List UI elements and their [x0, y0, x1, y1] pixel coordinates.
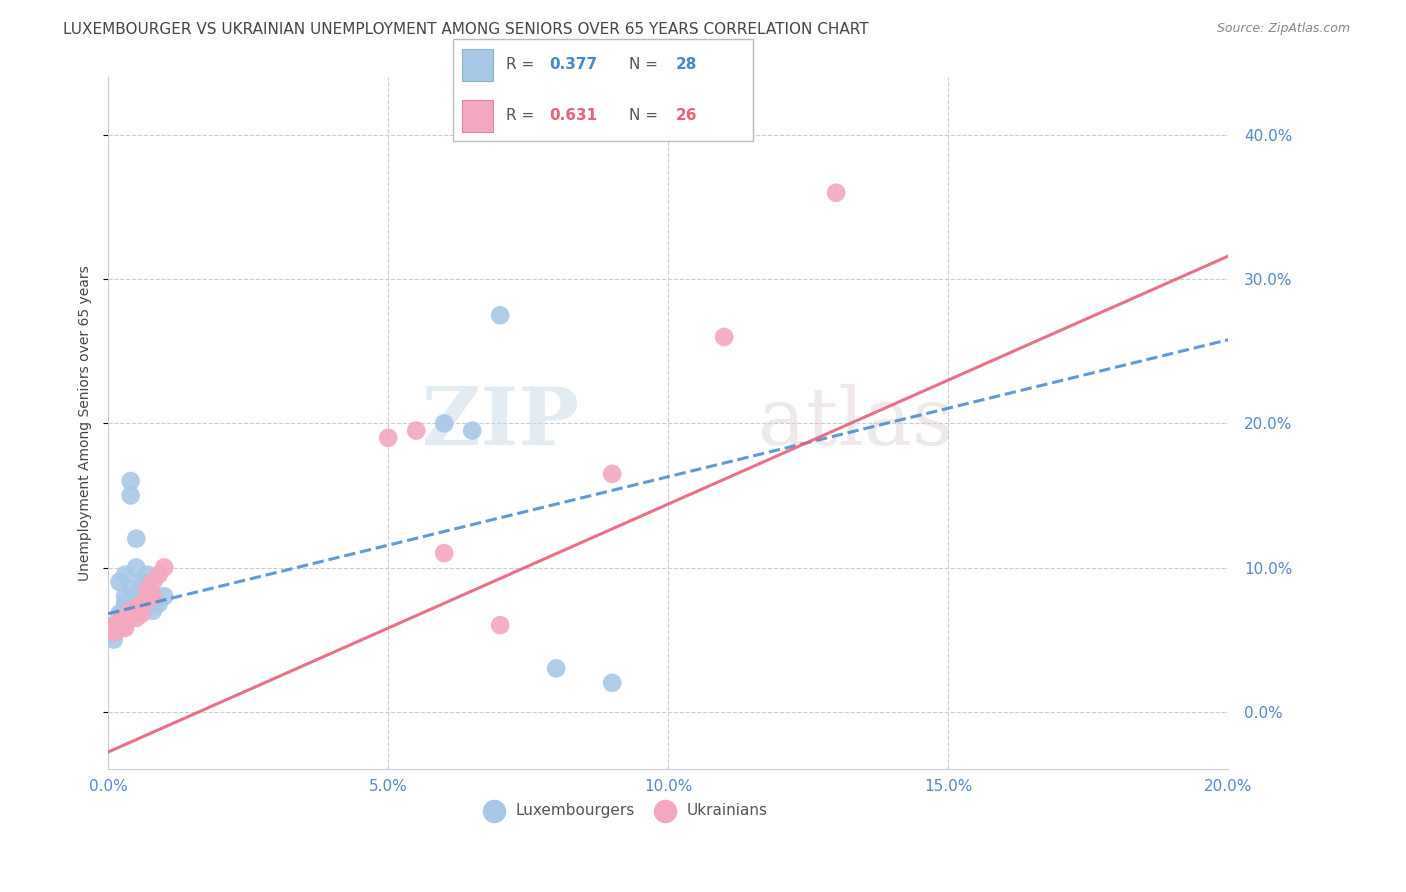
Point	[120, 582, 142, 596]
Point	[825, 186, 848, 200]
Point	[713, 330, 735, 344]
Text: N =: N =	[630, 57, 664, 72]
Text: R =: R =	[506, 109, 538, 123]
Point	[114, 621, 136, 635]
Point	[148, 597, 170, 611]
FancyBboxPatch shape	[463, 100, 494, 132]
Point	[114, 611, 136, 625]
Point	[131, 607, 153, 621]
Point	[600, 467, 623, 481]
Point	[136, 590, 159, 604]
Text: R =: R =	[506, 57, 538, 72]
Text: 0.631: 0.631	[548, 109, 598, 123]
Point	[120, 607, 142, 621]
Point	[153, 560, 176, 574]
Point	[108, 615, 131, 630]
Point	[125, 560, 148, 574]
Text: N =: N =	[630, 109, 664, 123]
Point	[114, 597, 136, 611]
Y-axis label: Unemployment Among Seniors over 65 years: Unemployment Among Seniors over 65 years	[79, 266, 93, 582]
FancyBboxPatch shape	[453, 39, 754, 141]
Point	[433, 546, 456, 560]
Point	[142, 597, 165, 611]
Point	[131, 582, 153, 596]
Point	[461, 424, 484, 438]
Point	[108, 607, 131, 621]
Point	[108, 574, 131, 589]
Text: 28: 28	[676, 57, 697, 72]
Point	[546, 661, 568, 675]
Point	[120, 604, 142, 618]
Point	[136, 567, 159, 582]
Point	[120, 488, 142, 502]
Point	[131, 597, 153, 611]
Point	[131, 574, 153, 589]
Point	[103, 618, 125, 632]
Point	[148, 567, 170, 582]
Point	[120, 474, 142, 488]
Point	[136, 582, 159, 596]
Text: 0.377: 0.377	[548, 57, 598, 72]
Legend: Luxembourgers, Ukrainians: Luxembourgers, Ukrainians	[472, 797, 773, 824]
Point	[125, 590, 148, 604]
Point	[489, 308, 512, 322]
Point	[125, 611, 148, 625]
Point	[114, 590, 136, 604]
Point	[153, 590, 176, 604]
Point	[600, 675, 623, 690]
Point	[405, 424, 427, 438]
FancyBboxPatch shape	[463, 48, 494, 80]
Point	[108, 621, 131, 635]
Point	[142, 574, 165, 589]
Text: atlas: atlas	[758, 384, 953, 462]
Text: Source: ZipAtlas.com: Source: ZipAtlas.com	[1216, 22, 1350, 36]
Point	[377, 431, 399, 445]
Point	[136, 582, 159, 596]
Point	[433, 417, 456, 431]
Text: ZIP: ZIP	[422, 384, 579, 462]
Point	[103, 625, 125, 640]
Point	[114, 618, 136, 632]
Text: LUXEMBOURGER VS UKRAINIAN UNEMPLOYMENT AMONG SENIORS OVER 65 YEARS CORRELATION C: LUXEMBOURGER VS UKRAINIAN UNEMPLOYMENT A…	[63, 22, 869, 37]
Point	[114, 604, 136, 618]
Point	[108, 621, 131, 635]
Point	[142, 604, 165, 618]
Point	[103, 632, 125, 647]
Point	[489, 618, 512, 632]
Text: 26: 26	[676, 109, 697, 123]
Point	[142, 590, 165, 604]
Point	[125, 600, 148, 615]
Point	[125, 532, 148, 546]
Point	[114, 567, 136, 582]
Point	[103, 618, 125, 632]
